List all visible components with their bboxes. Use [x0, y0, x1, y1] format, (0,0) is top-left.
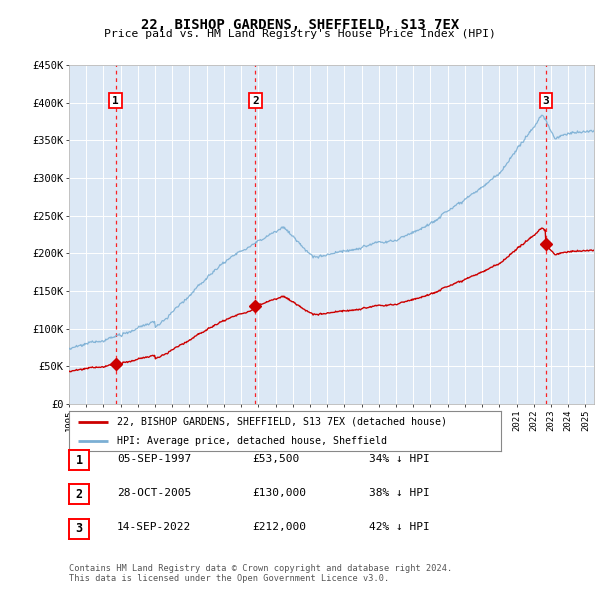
- Text: 42% ↓ HPI: 42% ↓ HPI: [369, 523, 430, 532]
- Text: HPI: Average price, detached house, Sheffield: HPI: Average price, detached house, Shef…: [116, 436, 386, 446]
- Text: £212,000: £212,000: [252, 523, 306, 532]
- Text: 22, BISHOP GARDENS, SHEFFIELD, S13 7EX (detached house): 22, BISHOP GARDENS, SHEFFIELD, S13 7EX (…: [116, 417, 446, 427]
- Text: 28-OCT-2005: 28-OCT-2005: [117, 489, 191, 498]
- Text: 14-SEP-2022: 14-SEP-2022: [117, 523, 191, 532]
- Text: 05-SEP-1997: 05-SEP-1997: [117, 454, 191, 464]
- Text: Contains HM Land Registry data © Crown copyright and database right 2024.
This d: Contains HM Land Registry data © Crown c…: [69, 563, 452, 583]
- Text: 1: 1: [76, 454, 83, 467]
- Text: 3: 3: [76, 522, 83, 535]
- Text: £53,500: £53,500: [252, 454, 299, 464]
- Text: 34% ↓ HPI: 34% ↓ HPI: [369, 454, 430, 464]
- Text: 1: 1: [112, 96, 119, 106]
- Text: £130,000: £130,000: [252, 489, 306, 498]
- Text: 22, BISHOP GARDENS, SHEFFIELD, S13 7EX: 22, BISHOP GARDENS, SHEFFIELD, S13 7EX: [141, 18, 459, 32]
- Text: Price paid vs. HM Land Registry's House Price Index (HPI): Price paid vs. HM Land Registry's House …: [104, 29, 496, 39]
- Text: 2: 2: [76, 488, 83, 501]
- Text: 2: 2: [252, 96, 259, 106]
- Text: 38% ↓ HPI: 38% ↓ HPI: [369, 489, 430, 498]
- Text: 3: 3: [542, 96, 550, 106]
